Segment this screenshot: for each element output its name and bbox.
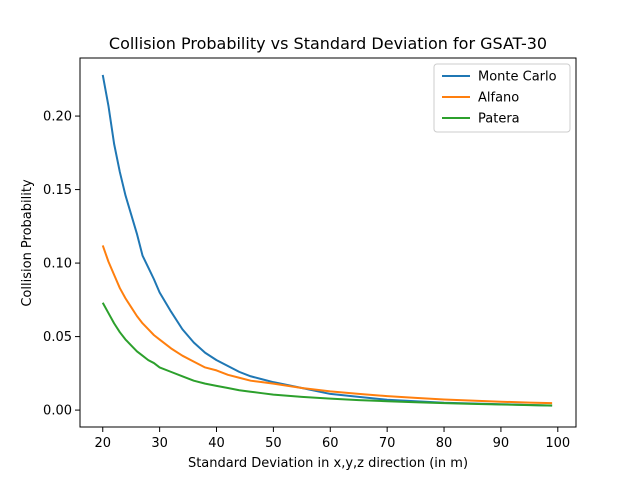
series-line-2 [101,302,553,407]
chart-title: Collision Probability vs Standard Deviat… [109,34,547,53]
x-tick-label: 80 [436,436,453,451]
series-line-1 [101,245,553,405]
y-tick-label: 0.00 [43,404,72,419]
x-tick-label: 40 [208,436,225,451]
y-tick-label: 0.10 [43,257,72,272]
series-layer [101,74,553,407]
legend: Monte Carlo Alfano Patera [433,63,571,133]
x-tick-label: 20 [94,436,111,451]
y-tick-label: 0.15 [43,183,72,198]
x-axis-label: Standard Deviation in x,y,z direction (i… [188,456,468,471]
legend-box [433,63,571,133]
legend-label-1: Alfano [478,91,519,106]
axes-layer: 20 30 40 50 60 70 80 90 100 0.00 0.05 0.10 0.15 0.20 [43,57,577,451]
y-tick-label: 0.20 [43,110,72,125]
x-tick-label: 30 [151,436,168,451]
series-line-0 [101,74,553,407]
x-tick-label: 90 [493,436,510,451]
legend-label-0: Monte Carlo [478,70,557,85]
x-tick-label: 100 [545,436,570,451]
x-tick-label: 60 [322,436,339,451]
y-tick-label: 0.05 [43,330,72,345]
x-tick-label: 70 [379,436,396,451]
legend-label-2: Patera [478,112,520,127]
x-tick-label: 50 [265,436,282,451]
axes-frame [79,57,577,428]
y-axis-label: Collision Probability [20,179,35,307]
